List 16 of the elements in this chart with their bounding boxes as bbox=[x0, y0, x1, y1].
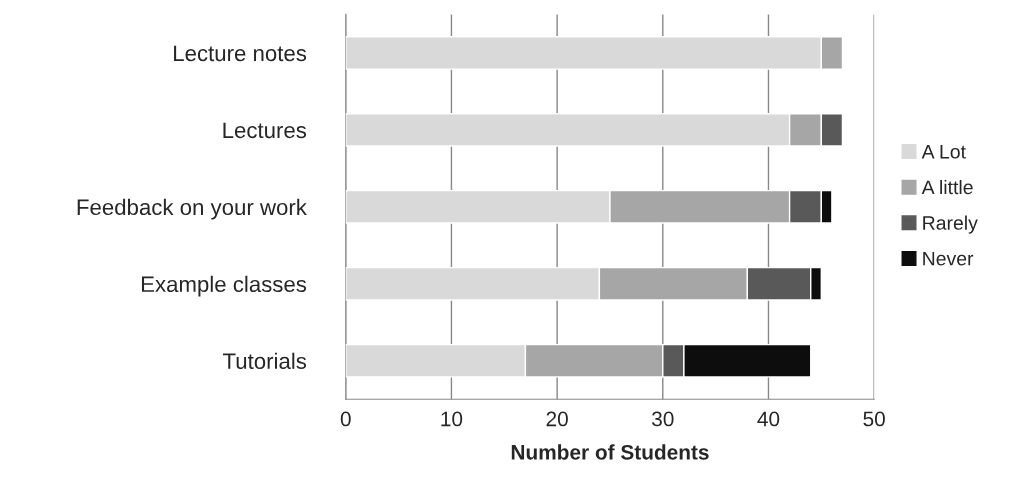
x-axis-title: Number of Students bbox=[511, 444, 709, 460]
x-tick-label: 0 bbox=[340, 411, 351, 427]
y-tick-label: Lectures bbox=[223, 122, 307, 139]
y-tick-label: Example classes bbox=[141, 275, 307, 297]
y-tick-label: Tutorials bbox=[223, 352, 307, 370]
legend-label: Rarely bbox=[923, 215, 978, 234]
y-tick-label: Feedback on your work bbox=[77, 198, 307, 220]
legend-label: A little bbox=[921, 179, 973, 195]
x-tick-label: 10 bbox=[441, 411, 463, 427]
x-tick-label: 20 bbox=[546, 411, 568, 427]
x-tick-label: 50 bbox=[863, 411, 885, 427]
legend-label: A Lot bbox=[921, 145, 966, 159]
x-tick-label: 40 bbox=[757, 411, 780, 427]
y-tick-label: Lecture notes bbox=[174, 45, 307, 62]
x-tick-label: 30 bbox=[652, 411, 674, 427]
legend-label: Never bbox=[923, 251, 974, 266]
